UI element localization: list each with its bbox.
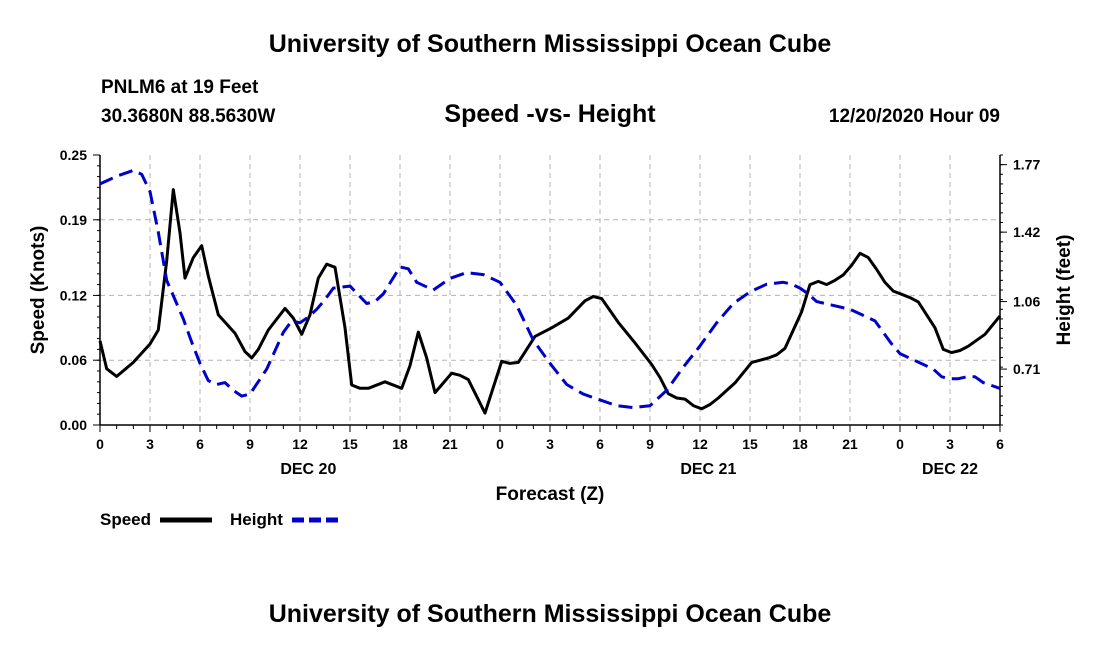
date-label: DEC 21 [680,461,736,478]
y-tick-label: 0.06 [60,352,87,368]
x-tick-label: 6 [596,436,604,452]
y2-tick-label: 1.06 [1013,294,1040,310]
legend-height-label: Height [230,510,283,529]
x-tick-label: 6 [996,436,1004,452]
chart-labels: 0.00 0.06 0.12 0.19 0.25 0.71 1.06 1.42 1.77 0 3 6 9… [28,147,1075,505]
x-tick-label: 15 [742,436,758,452]
x-tick-label: 18 [792,436,808,452]
x-tick-label: 9 [646,436,654,452]
x-tick-label: 21 [442,436,458,452]
y-tick-label: 0.25 [60,147,87,163]
y2-tick-label: 1.42 [1013,224,1040,240]
y-tick-label: 0.12 [60,287,87,303]
y-tick-label: 0.19 [60,212,87,228]
chart-grid [100,155,1000,425]
station-label: PNLM6 at 19 Feet [101,77,259,98]
chart-title: Speed -vs- Height [444,100,656,128]
coordinates-label: 30.3680N 88.5630W [101,106,276,127]
chart-legend: Speed Height [100,510,343,529]
x-axis-title: Forecast (Z) [496,484,605,505]
x-tick-label: 12 [692,436,708,452]
x-tick-label: 3 [146,436,154,452]
y2-axis-title: Height (feet) [1054,235,1075,346]
x-tick-label: 6 [196,436,204,452]
legend-speed-label: Speed [100,510,151,529]
date-label: DEC 22 [922,461,978,478]
height-series-line [99,168,1001,410]
date-label: DEC 20 [280,461,336,478]
y-axis-title: Speed (Knots) [28,226,49,355]
x-tick-label: 0 [896,436,904,452]
chart-series [98,168,1002,415]
x-tick-label: 0 [96,436,104,452]
x-tick-label: 12 [292,436,308,452]
x-tick-label: 9 [246,436,254,452]
footer-title: University of Southern Mississippi Ocean… [268,600,832,628]
x-tick-label: 3 [946,436,954,452]
forecast-datetime: 12/20/2020 Hour 09 [828,106,1000,127]
y2-tick-label: 1.77 [1013,157,1040,173]
chart-axes [93,154,1007,432]
x-tick-label: 15 [342,436,358,452]
x-tick-label: 0 [496,436,504,452]
x-tick-label: 21 [842,436,858,452]
page-title: University of Southern Mississippi Ocean… [268,30,832,58]
x-tick-label: 3 [546,436,554,452]
x-tick-label: 18 [392,436,408,452]
y2-tick-label: 0.71 [1013,361,1040,377]
y-tick-label: 0.00 [60,417,87,433]
speed-series-line [98,188,1002,415]
